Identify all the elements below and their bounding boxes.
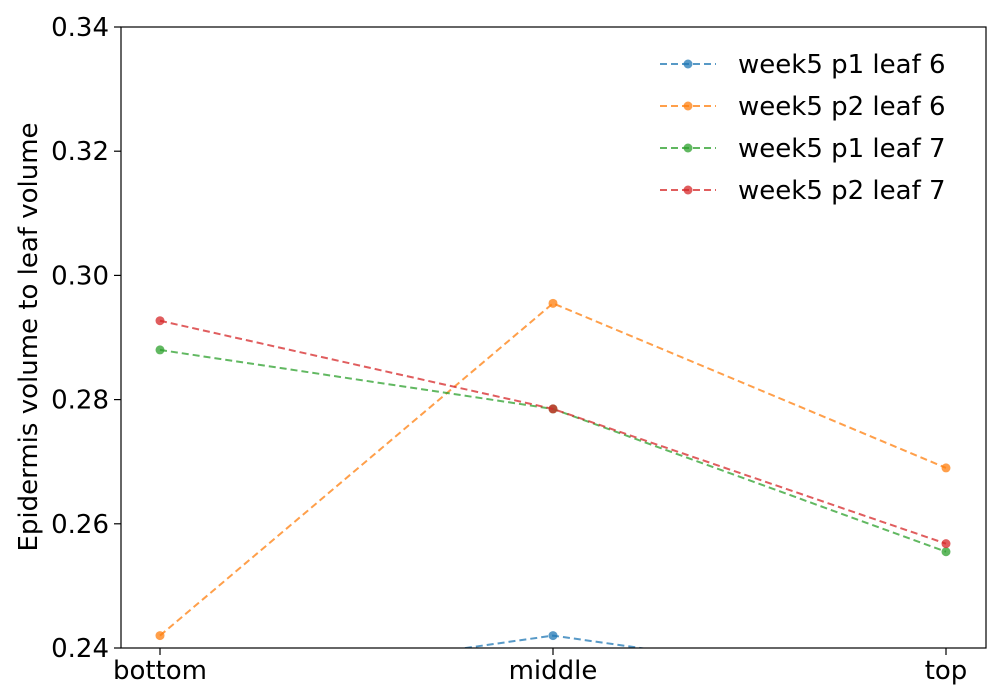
y-tick-label: 0.34 — [51, 13, 109, 43]
data-point — [155, 316, 165, 326]
y-axis-label: Epidermis volume to leaf volume — [14, 122, 44, 551]
data-point — [548, 631, 558, 641]
data-point — [941, 547, 951, 557]
data-point — [548, 404, 558, 414]
data-point — [155, 631, 165, 641]
y-tick-label: 0.26 — [51, 510, 109, 540]
y-tick-label: 0.30 — [51, 261, 109, 291]
data-point — [941, 463, 951, 473]
legend-label: week5 p1 leaf 6 — [738, 50, 946, 80]
y-tick-label: 0.28 — [51, 386, 109, 416]
y-tick-label: 0.32 — [51, 137, 109, 167]
series-line — [159, 348, 947, 553]
data-point — [941, 539, 951, 549]
legend-swatch-marker — [683, 185, 693, 195]
legend-label: week5 p2 leaf 7 — [738, 176, 946, 206]
series-layer — [155, 298, 951, 696]
legend-swatch-marker — [683, 59, 693, 69]
series-line — [159, 302, 947, 637]
x-axis: bottom middle top — [113, 648, 967, 686]
data-point — [156, 687, 165, 696]
series-line — [159, 319, 947, 545]
x-tick-label: middle — [509, 656, 598, 686]
legend: week5 p1 leaf 6 week5 p2 leaf 6 week5 p1 l… — [660, 50, 946, 206]
y-axis: 0.24 0.26 0.28 0.30 0.32 0.34 — [51, 13, 121, 664]
y-tick-label: 0.24 — [51, 634, 109, 664]
legend-swatch-marker — [683, 101, 693, 111]
data-point — [548, 298, 558, 308]
legend-label: week5 p2 leaf 6 — [738, 92, 946, 122]
data-point — [155, 345, 165, 355]
legend-label: week5 p1 leaf 7 — [738, 134, 946, 164]
x-tick-label: top — [925, 656, 968, 686]
data-point — [942, 687, 951, 696]
legend-swatch-marker — [683, 143, 693, 153]
x-tick-label: bottom — [113, 656, 207, 686]
